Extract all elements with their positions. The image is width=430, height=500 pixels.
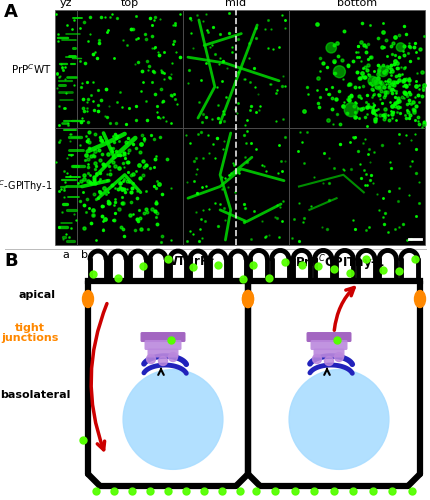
Bar (77, 128, 183, 245)
Text: basolateral: basolateral (0, 390, 70, 400)
Text: bottom: bottom (336, 0, 376, 8)
Text: tight: tight (15, 323, 45, 333)
Bar (183, 10, 289, 128)
Ellipse shape (242, 290, 253, 308)
Bar (55, 128, 77, 245)
Circle shape (344, 102, 357, 117)
Circle shape (289, 370, 388, 470)
Bar (289, 10, 424, 128)
Text: apical: apical (18, 290, 55, 300)
Ellipse shape (414, 290, 424, 308)
FancyBboxPatch shape (140, 332, 185, 342)
Bar (77, 10, 183, 128)
Text: b: b (81, 250, 88, 260)
Bar (289, 128, 424, 245)
Text: PrP$^C$WT: PrP$^C$WT (11, 62, 52, 76)
Circle shape (158, 356, 167, 366)
Text: WTPrP$^C$: WTPrP$^C$ (164, 253, 215, 270)
FancyBboxPatch shape (147, 348, 178, 358)
Circle shape (395, 43, 404, 52)
Ellipse shape (242, 290, 253, 308)
Circle shape (367, 76, 376, 86)
Circle shape (334, 352, 343, 362)
Circle shape (312, 354, 321, 364)
Circle shape (333, 66, 344, 78)
Circle shape (146, 354, 155, 364)
Circle shape (325, 42, 336, 53)
FancyBboxPatch shape (310, 340, 347, 350)
Circle shape (377, 66, 387, 76)
Bar (183, 128, 289, 245)
Text: yz: yz (60, 0, 72, 8)
Ellipse shape (82, 290, 93, 308)
Circle shape (374, 80, 384, 90)
Text: a: a (62, 250, 69, 260)
Circle shape (324, 356, 333, 366)
Text: A: A (4, 3, 18, 21)
Text: B: B (4, 252, 18, 270)
Text: PrP$^C$GPIThy-1: PrP$^C$GPIThy-1 (294, 253, 384, 272)
FancyBboxPatch shape (306, 332, 351, 342)
Circle shape (371, 78, 378, 84)
Text: top: top (121, 0, 139, 8)
FancyBboxPatch shape (313, 348, 344, 358)
Text: PrP$^C$-GPIThy-1: PrP$^C$-GPIThy-1 (0, 178, 52, 194)
Bar (55, 10, 77, 128)
Text: mid: mid (225, 0, 246, 8)
Circle shape (123, 370, 222, 470)
Circle shape (168, 352, 177, 362)
FancyBboxPatch shape (144, 340, 181, 350)
Text: junctions: junctions (1, 333, 58, 343)
